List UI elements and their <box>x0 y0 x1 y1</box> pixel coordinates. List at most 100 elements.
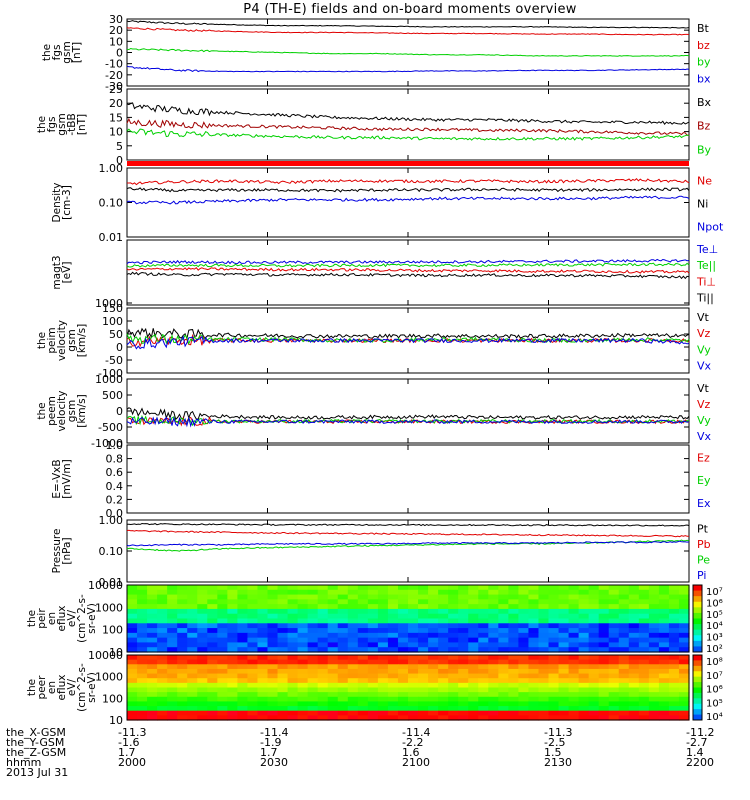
heatmap-cell <box>177 628 188 634</box>
heatmap-cell <box>177 618 188 624</box>
heatmap-cell <box>187 659 198 665</box>
heatmap-cell <box>167 594 178 600</box>
heatmap-cell <box>508 696 519 703</box>
colorbar-cell <box>693 612 702 619</box>
heatmap-cell <box>367 637 379 644</box>
y-tick-label: 1000 <box>95 297 123 310</box>
heatmap-cell <box>317 715 329 721</box>
y-tick-label: 20 <box>109 24 123 37</box>
heatmap-cell <box>247 589 259 596</box>
heatmap-cell <box>177 715 188 721</box>
heatmap-cell <box>488 696 499 703</box>
heatmap-cell <box>558 687 570 693</box>
heatmap-cell <box>297 682 309 689</box>
heatmap-cell <box>297 655 309 661</box>
heatmap-cell <box>387 613 399 620</box>
heatmap-cell <box>548 604 560 610</box>
heatmap-cell <box>257 673 269 679</box>
heatmap-cell <box>418 604 429 610</box>
heatmap-cell <box>428 589 439 596</box>
heatmap-cell <box>267 589 279 596</box>
heatmap-cell <box>307 585 319 591</box>
heatmap-cell <box>678 664 690 670</box>
heatmap-cell <box>658 628 670 634</box>
heatmap-cell <box>267 613 279 620</box>
heatmap-cell <box>628 668 640 675</box>
heatmap-cell <box>668 599 680 605</box>
heatmap-cell <box>127 664 138 670</box>
heatmap-cell <box>277 673 289 679</box>
heatmap-cell <box>147 585 158 591</box>
heatmap-cell <box>397 608 409 615</box>
heatmap-cell <box>498 659 509 665</box>
heatmap-cell <box>588 706 600 712</box>
heatmap-cell <box>377 696 389 703</box>
heatmap-cell <box>167 647 178 653</box>
heatmap-cell <box>137 687 148 693</box>
heatmap-cell <box>297 668 309 675</box>
heatmap-cell <box>257 623 269 629</box>
heatmap-cell <box>458 659 469 665</box>
colorbar-cell <box>693 646 702 653</box>
heatmap-cell <box>157 715 168 721</box>
heatmap-cell <box>247 678 259 684</box>
heatmap-cell <box>187 673 198 679</box>
heatmap-cell <box>367 701 379 707</box>
heatmap-cell <box>528 613 540 620</box>
heatmap-cell <box>528 678 540 684</box>
heatmap-cell <box>237 608 249 615</box>
heatmap-cell <box>267 692 279 698</box>
heatmap-cell <box>658 706 670 712</box>
heatmap-cell <box>287 637 299 644</box>
heatmap-cell <box>327 585 339 591</box>
heatmap-cell <box>277 715 289 721</box>
heatmap-cell <box>307 628 319 634</box>
heatmap-cell <box>428 623 439 629</box>
heatmap-cell <box>227 618 238 624</box>
legend-entry: bz <box>697 39 710 52</box>
heatmap-cell <box>608 706 620 712</box>
heatmap-cell <box>197 618 208 624</box>
heatmap-cell <box>408 628 419 634</box>
heatmap-cell <box>167 710 178 716</box>
heatmap-cell <box>558 692 570 698</box>
heatmap-cell <box>147 637 158 644</box>
heatmap-cell <box>558 604 570 610</box>
heatmap-cell <box>568 637 580 644</box>
heatmap-cell <box>428 715 439 721</box>
legend-entry: Ez <box>697 451 710 464</box>
heatmap-cell <box>227 585 238 591</box>
heatmap-cell <box>528 701 540 707</box>
heatmap-cell <box>137 692 148 698</box>
heatmap-cell <box>448 673 459 679</box>
heatmap-cell <box>377 687 389 693</box>
heatmap-cell <box>387 589 399 596</box>
heatmap-cell <box>197 664 208 670</box>
heatmap-cell <box>408 655 419 661</box>
legend-entry: Ti⊥ <box>696 275 716 288</box>
heatmap-cell <box>127 710 138 716</box>
heatmap-cell <box>518 618 530 624</box>
heatmap-cell <box>548 678 560 684</box>
heatmap-cell <box>237 715 249 721</box>
y-tick-label: 150 <box>102 302 123 315</box>
colorbar-cell <box>693 629 702 636</box>
heatmap-cell <box>628 655 640 661</box>
y-axis-label: (cm^2-s- <box>76 663 88 712</box>
y-tick-label: 100 <box>102 315 123 328</box>
heatmap-cell <box>538 668 550 675</box>
heatmap-cell <box>658 673 670 679</box>
heatmap-cell <box>658 642 670 648</box>
heatmap-cell <box>247 647 259 653</box>
heatmap-cell <box>598 668 610 675</box>
legend-entry: Bz <box>697 120 711 133</box>
series-Bz <box>126 117 690 136</box>
footer-label-hhmm: hhmm <box>6 756 42 769</box>
heatmap-cell <box>397 613 409 620</box>
heatmap-cell <box>327 673 339 679</box>
heatmap-cell <box>648 664 660 670</box>
heatmap-cell <box>608 599 620 605</box>
heatmap-cell <box>478 647 489 653</box>
heatmap-cell <box>217 647 228 653</box>
heatmap-cell <box>618 599 630 605</box>
